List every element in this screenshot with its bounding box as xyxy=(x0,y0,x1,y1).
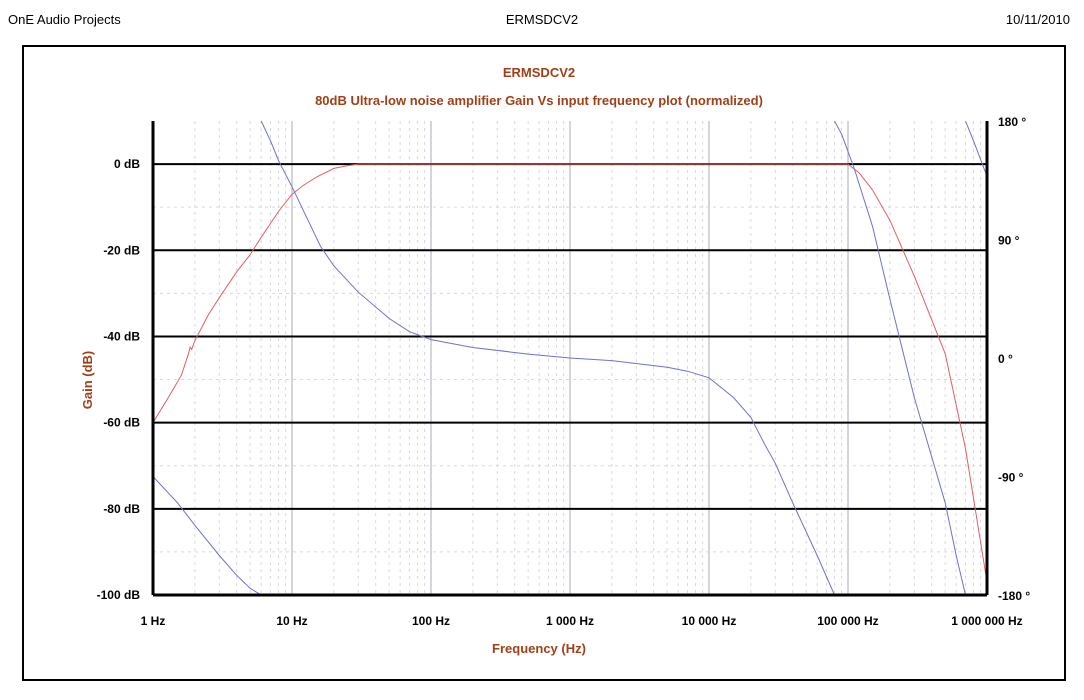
tick-labels: 1 Hz 10 Hz 100 Hz 1 000 Hz 10 000 Hz 100 000 … xyxy=(97,115,1031,628)
series-group xyxy=(152,120,988,596)
x-tick-label: 1 Hz xyxy=(141,614,166,628)
header-date-text: 10/11/2010 xyxy=(1005,12,1070,27)
y2-tick-label: -180 ° xyxy=(998,589,1030,603)
phase-series-line xyxy=(965,120,988,177)
y2-tick-label: 0 ° xyxy=(998,352,1013,366)
header-left-text: OnE Audio Projects xyxy=(8,12,121,27)
y-tick-label: -60 dB xyxy=(103,416,140,430)
chart-subtitle: 80dB Ultra-low noise amplifier Gain Vs i… xyxy=(315,93,763,108)
y2-tick-label: 90 ° xyxy=(998,234,1020,248)
x-tick-label: 1 000 Hz xyxy=(546,614,594,628)
y2-tick-label: 180 ° xyxy=(998,115,1026,129)
gain-series-line xyxy=(152,163,988,583)
x-axis-label: Frequency (Hz) xyxy=(492,641,586,656)
y2-tick-label: -90 ° xyxy=(998,471,1024,485)
x-tick-label: 100 Hz xyxy=(412,614,450,628)
phase-series-line xyxy=(260,120,835,596)
y-tick-label: -20 dB xyxy=(103,243,140,257)
y-tick-label: -100 dB xyxy=(97,588,141,602)
phase-series-line xyxy=(152,476,262,596)
axes xyxy=(151,121,989,597)
y-tick-label: -40 dB xyxy=(103,329,140,343)
chart-frame xyxy=(22,45,1066,681)
x-tick-label: 10 Hz xyxy=(276,614,307,628)
x-tick-label: 1 000 000 Hz xyxy=(951,614,1022,628)
phase-series-line xyxy=(834,120,966,596)
header-center-text: ERMSDCV2 xyxy=(505,12,579,27)
x-tick-label: 10 000 Hz xyxy=(682,614,737,628)
y-tick-label: 0 dB xyxy=(114,157,140,171)
y-tick-label: -80 dB xyxy=(103,502,140,516)
y-axis-label: Gain (dB) xyxy=(80,351,95,410)
chart-title: ERMSDCV2 xyxy=(503,65,575,80)
x-tick-label: 100 000 Hz xyxy=(817,614,878,628)
